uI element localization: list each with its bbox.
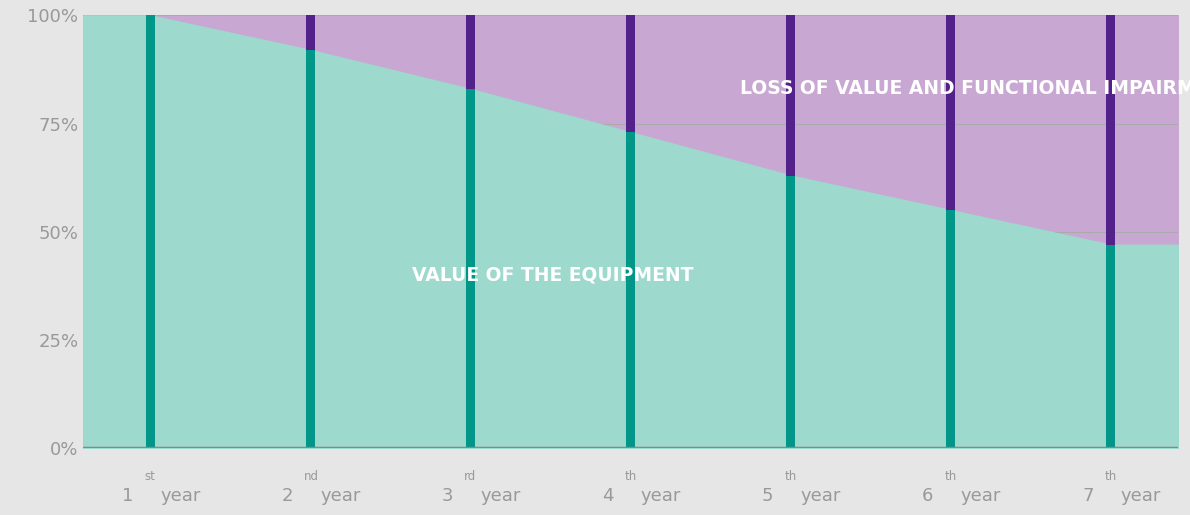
Bar (787, 15, 795, 448)
Text: year: year (481, 487, 520, 505)
Bar (626, 15, 635, 448)
Bar (306, 15, 315, 448)
Bar (146, 15, 155, 448)
Text: VALUE OF THE EQUIPMENT: VALUE OF THE EQUIPMENT (412, 266, 694, 284)
Text: 6: 6 (922, 487, 933, 505)
Text: 1: 1 (121, 487, 133, 505)
Bar (946, 15, 956, 448)
Text: LOSS OF VALUE AND FUNCTIONAL IMPAIRMENT: LOSS OF VALUE AND FUNCTIONAL IMPAIRMENT (740, 79, 1190, 98)
Text: nd: nd (305, 470, 319, 483)
Text: year: year (161, 487, 200, 505)
Text: year: year (640, 487, 681, 505)
Bar (946, 15, 956, 210)
Text: rd: rd (464, 470, 476, 483)
Text: th: th (784, 470, 796, 483)
Text: year: year (1121, 487, 1161, 505)
Text: 3: 3 (441, 487, 453, 505)
Bar (466, 15, 475, 448)
Bar (1107, 15, 1115, 245)
Text: th: th (1104, 470, 1116, 483)
Bar (626, 15, 635, 132)
Text: 4: 4 (602, 487, 613, 505)
Bar (306, 15, 315, 50)
Bar (1107, 15, 1115, 448)
Text: year: year (320, 487, 361, 505)
Text: 2: 2 (282, 487, 293, 505)
Text: 5: 5 (762, 487, 774, 505)
Text: th: th (945, 470, 957, 483)
Text: year: year (801, 487, 841, 505)
Bar (466, 15, 475, 89)
Text: year: year (960, 487, 1001, 505)
Text: th: th (625, 470, 637, 483)
Text: 7: 7 (1082, 487, 1094, 505)
Bar (787, 15, 795, 176)
Text: st: st (144, 470, 155, 483)
